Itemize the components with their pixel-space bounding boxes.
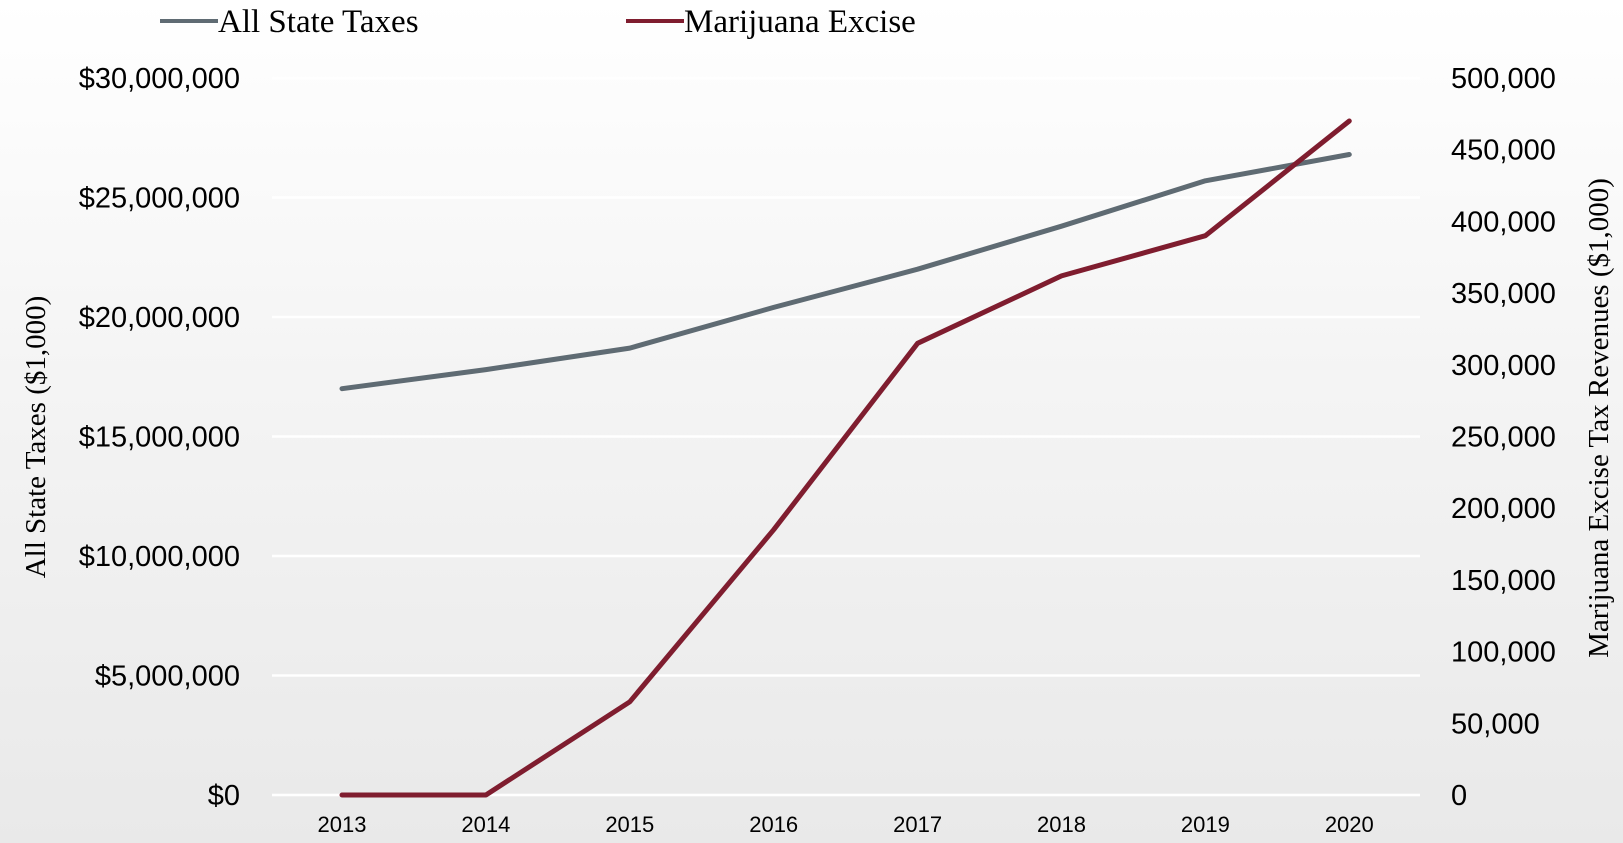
x-tick-label: 2020 [1325,812,1374,837]
left-tick-label: $25,000,000 [79,183,240,215]
right-tick-label: 450,000 [1451,135,1556,167]
x-tick-label: 2019 [1181,812,1230,837]
right-tick-label: 300,000 [1451,350,1556,382]
x-tick-label: 2015 [605,812,654,837]
x-tick-label: 2013 [318,812,367,837]
series-line-all-state-taxes [339,152,1352,392]
left-tick-label: $15,000,000 [79,422,240,454]
legend-label-marijuana-excise: Marijuana Excise [684,4,916,40]
left-tick-label: $30,000,000 [79,63,240,95]
x-tick-label: 2017 [893,812,942,837]
legend-label-all-state-taxes: All State Taxes [218,4,419,40]
right-tick-label: 100,000 [1451,637,1556,669]
x-axis-ticks: 2013 2014 2015 2016 2017 2018 2019 2020 [318,812,1374,837]
series-lines [339,118,1352,798]
right-tick-label: 350,000 [1451,278,1556,310]
left-tick-label: $5,000,000 [95,661,240,693]
x-tick-label: 2014 [461,812,510,837]
right-tick-label: 0 [1451,780,1467,812]
right-tick-label: 150,000 [1451,565,1556,597]
right-axis-title: Marijuana Excise Tax Revenues ($1,000) [1583,178,1615,658]
right-tick-label: 200,000 [1451,493,1556,525]
left-tick-label: $20,000,000 [79,302,240,334]
series-line-marijuana-excise [339,118,1352,798]
right-tick-label: 50,000 [1451,708,1540,740]
left-axis-ticks: $0 $5,000,000 $10,000,000 $15,000,000 $20,00… [79,63,240,812]
right-axis-ticks: 0 50,000 100,000 150,000 200,000 250,000 300,0… [1451,63,1556,812]
x-tick-label: 2016 [749,812,798,837]
left-tick-label: $0 [208,780,240,812]
right-tick-label: 500,000 [1451,63,1556,95]
right-tick-label: 250,000 [1451,422,1556,454]
legend: All State Taxes Marijuana Excise [160,4,916,40]
right-tick-label: 400,000 [1451,206,1556,238]
left-tick-label: $10,000,000 [79,541,240,573]
gridlines [272,76,1420,797]
x-tick-label: 2018 [1037,812,1086,837]
left-axis-title: All State Taxes ($1,000) [20,296,52,579]
